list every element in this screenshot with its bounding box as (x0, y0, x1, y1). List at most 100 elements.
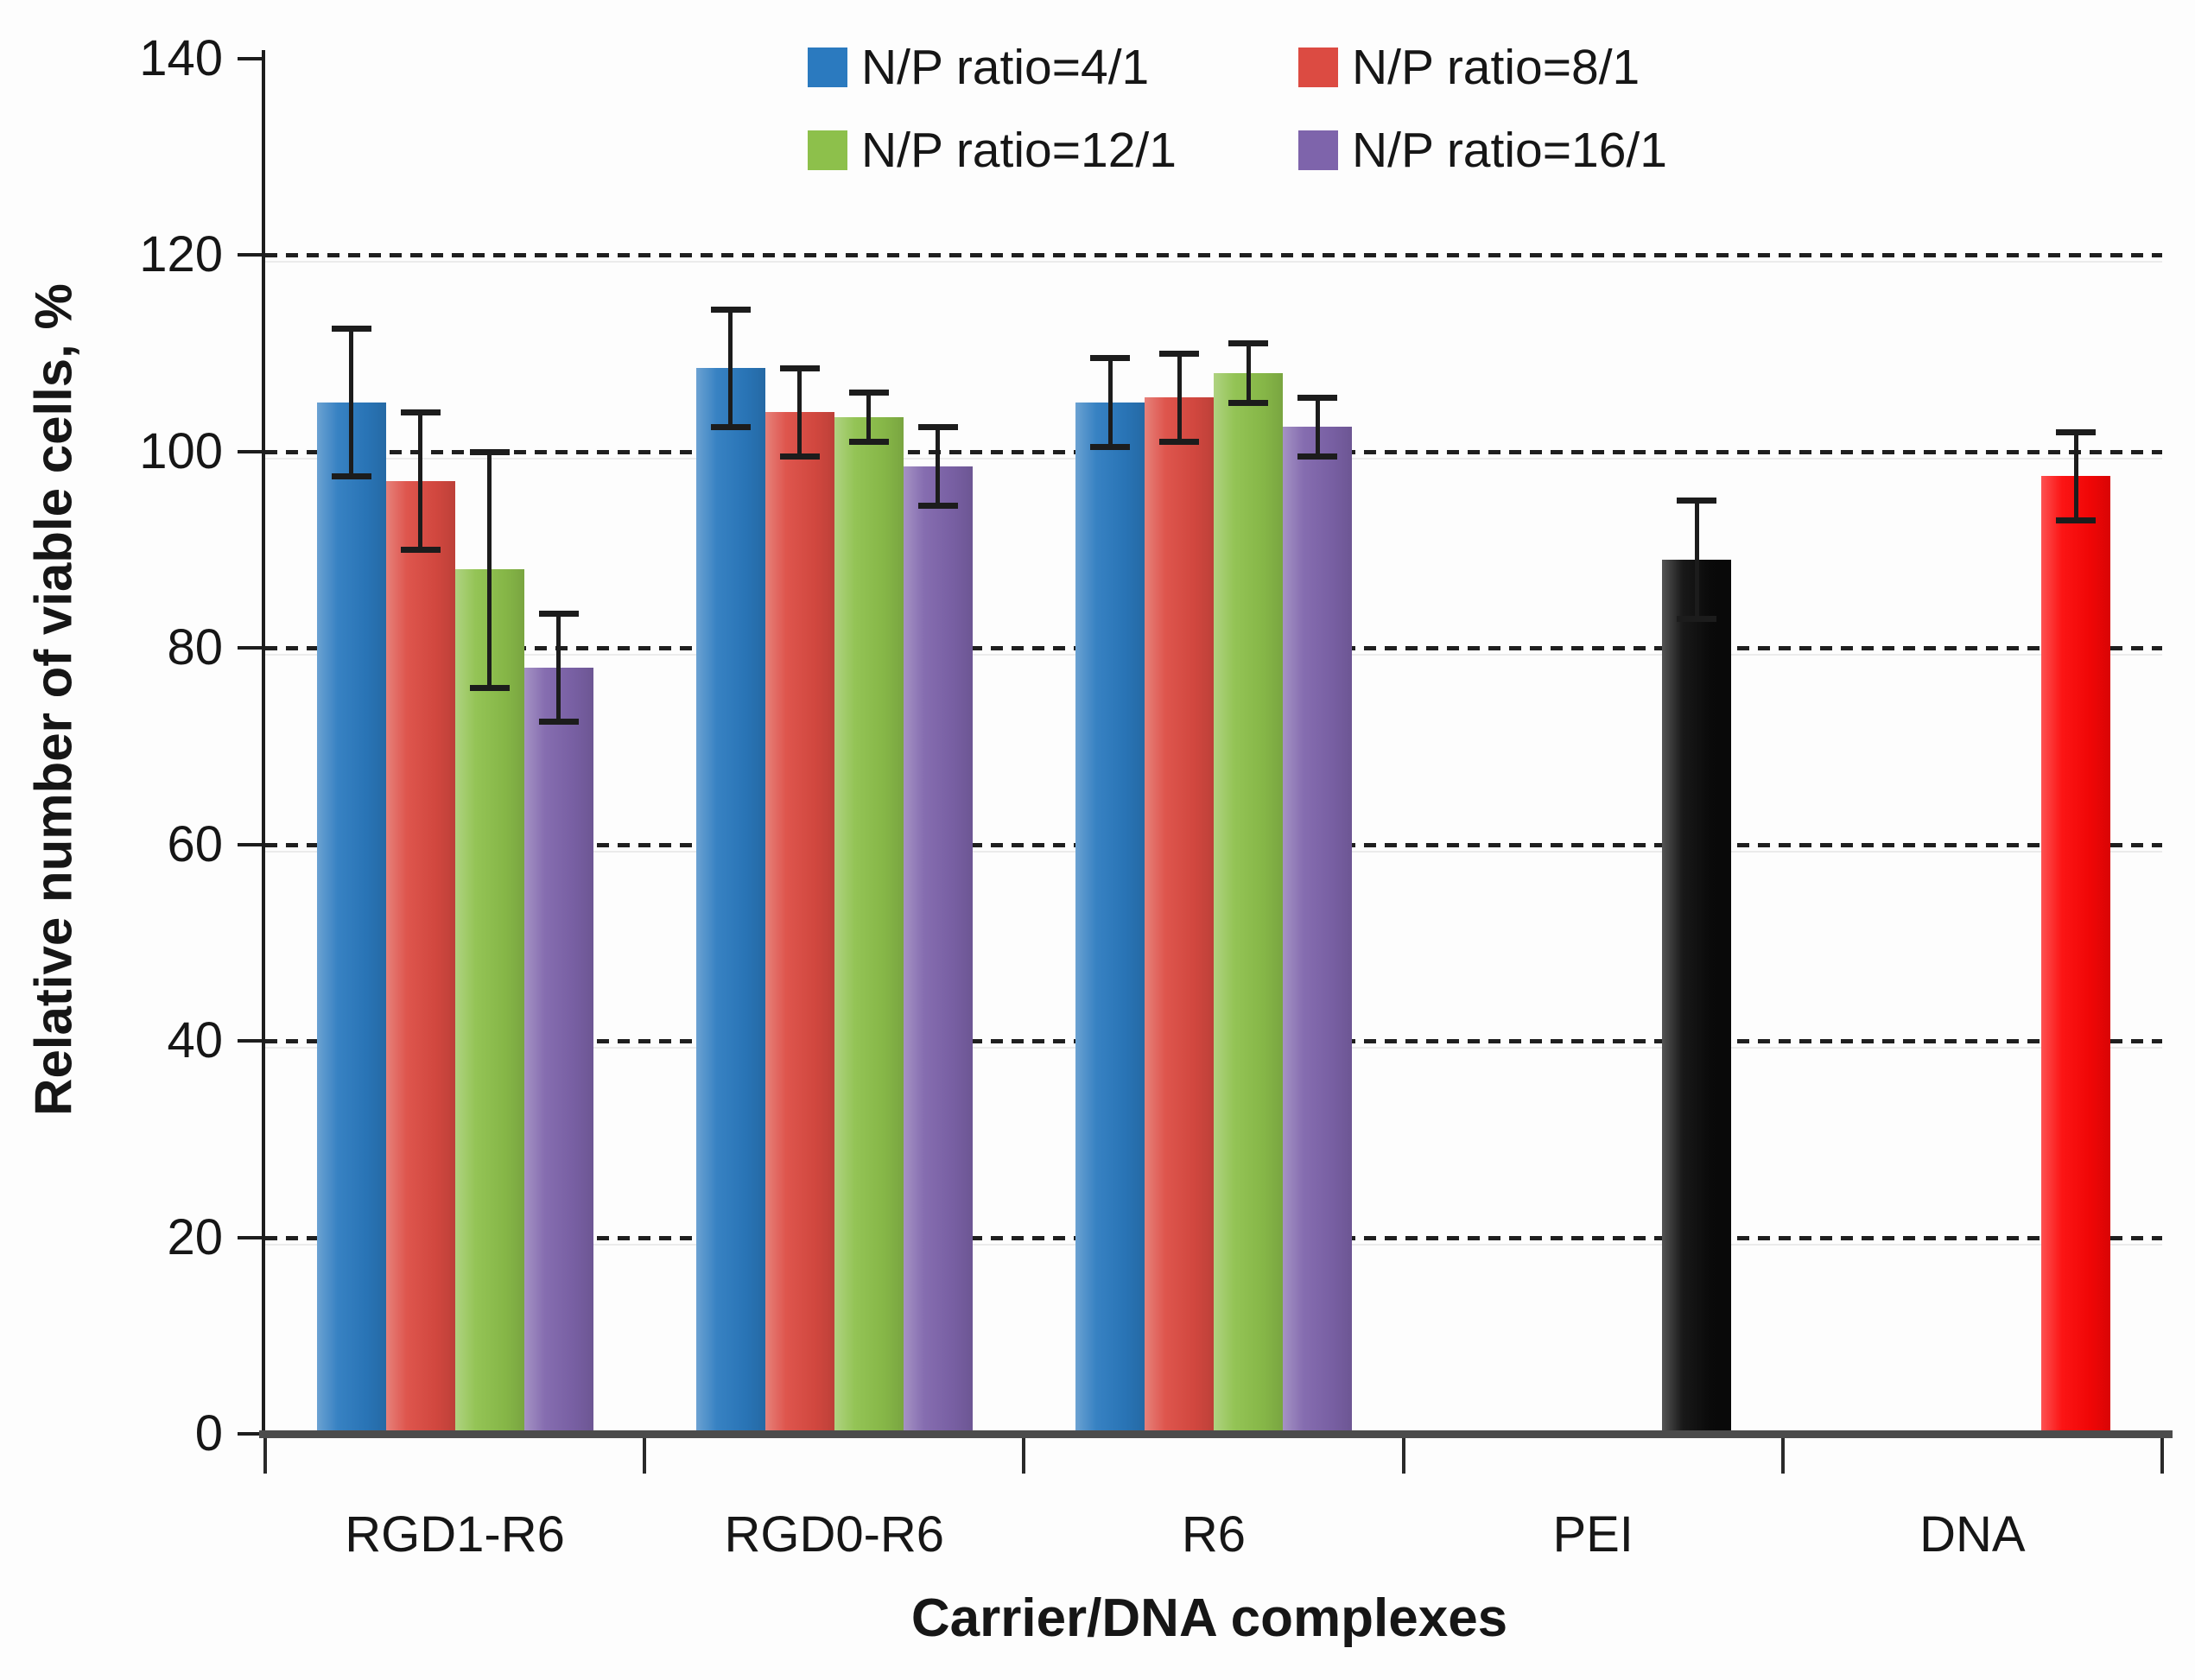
bar-RGD1-R6-N/P ratio=16/1 (523, 667, 593, 1436)
bar-R6-N/P ratio=16/1 (1283, 427, 1352, 1436)
bar-RGD0-R6-N/P ratio=8/1 (764, 412, 834, 1436)
error-bar-R6-N/P ratio=12/1 (1246, 343, 1251, 403)
error-bar-RGD1-R6-N/P ratio=12/1 (487, 451, 492, 688)
legend-swatch-2 (808, 130, 847, 170)
legend-label-3: N/P ratio=16/1 (1352, 123, 1667, 178)
category-label-R6: R6 (1181, 1506, 1247, 1563)
bar-RGD0-R6-N/P ratio=12/1 (834, 416, 904, 1436)
error-bar-cap-top-RGD1-R6-N/P ratio=8/1 (400, 409, 441, 415)
legend-label-0: N/P ratio=4/1 (861, 40, 1150, 95)
category-label-RGD0-R6: RGD0-R6 (724, 1506, 945, 1563)
legend-label-2: N/P ratio=12/1 (861, 123, 1177, 178)
error-bar-cap-bottom-RGD1-R6-N/P ratio=4/1 (331, 472, 371, 479)
legend-item-0: N/P ratio=4/1 (808, 41, 1149, 93)
error-bar-cap-bottom-RGD1-R6-N/P ratio=12/1 (469, 684, 510, 691)
legend-item-3: N/P ratio=16/1 (1298, 124, 1667, 176)
category-tick-1 (643, 1432, 647, 1474)
y-tick-label-60: 60 (167, 815, 223, 872)
error-bar-cap-bottom-RGD0-R6-N/P ratio=12/1 (848, 439, 889, 446)
error-bar-cap-top-RGD0-R6-N/P ratio=12/1 (848, 390, 889, 396)
error-bar-cap-bottom-R6-N/P ratio=12/1 (1228, 399, 1268, 406)
legend-swatch-1 (1298, 48, 1338, 87)
legend-swatch-3 (1298, 130, 1338, 170)
bar-R6-N/P ratio=4/1 (1075, 402, 1145, 1436)
gridline-120 (265, 253, 2162, 257)
error-bar-cap-bottom-R6-N/P ratio=8/1 (1159, 439, 1199, 446)
error-bar-cap-top-R6-N/P ratio=8/1 (1159, 350, 1199, 357)
x-axis-line (259, 1430, 2173, 1438)
error-bar-RGD0-R6-N/P ratio=8/1 (797, 367, 803, 457)
category-label-RGD1-R6: RGD1-R6 (345, 1506, 565, 1563)
y-axis-title: Relative number of viable cells, % (24, 283, 83, 1116)
bar-PEI-single (1662, 559, 1732, 1436)
category-tick-4 (1780, 1432, 1785, 1474)
error-bar-RGD1-R6-N/P ratio=16/1 (556, 613, 561, 722)
error-bar-RGD1-R6-N/P ratio=8/1 (418, 412, 423, 550)
error-bar-cap-top-PEI-single (1677, 498, 1717, 504)
error-bar-cap-top-RGD1-R6-N/P ratio=4/1 (331, 326, 371, 333)
y-tick-label-120: 120 (139, 226, 223, 282)
error-bar-PEI-single (1694, 500, 1699, 618)
error-bar-RGD1-R6-N/P ratio=4/1 (349, 328, 354, 476)
error-bar-cap-bottom-RGD0-R6-N/P ratio=16/1 (917, 503, 958, 510)
bar-RGD1-R6-N/P ratio=12/1 (454, 569, 524, 1436)
y-tick-label-140: 140 (139, 29, 223, 86)
bar-DNA-single (2041, 475, 2111, 1436)
y-axis-line (262, 50, 265, 1437)
error-bar-cap-top-RGD0-R6-N/P ratio=16/1 (917, 424, 958, 431)
legend-label-1: N/P ratio=8/1 (1352, 40, 1640, 95)
error-bar-cap-bottom-RGD1-R6-N/P ratio=16/1 (538, 719, 579, 726)
y-tick-0 (238, 1432, 265, 1436)
error-bar-R6-N/P ratio=4/1 (1107, 358, 1113, 447)
error-bar-cap-bottom-R6-N/P ratio=16/1 (1297, 453, 1337, 460)
error-bar-DNA-single (2073, 431, 2078, 521)
bar-RGD0-R6-N/P ratio=16/1 (903, 466, 973, 1436)
error-bar-RGD0-R6-N/P ratio=4/1 (728, 308, 733, 428)
x-axis-title: Carrier/DNA complexes (910, 1588, 1508, 1648)
error-bar-cap-top-R6-N/P ratio=12/1 (1228, 340, 1268, 347)
error-bar-cap-bottom-RGD0-R6-N/P ratio=4/1 (710, 424, 751, 431)
legend-swatch-0 (808, 48, 847, 87)
error-bar-R6-N/P ratio=16/1 (1315, 396, 1320, 457)
error-bar-cap-top-R6-N/P ratio=4/1 (1090, 355, 1130, 362)
y-tick-60 (238, 842, 265, 846)
y-tick-label-20: 20 (167, 1208, 223, 1265)
y-tick-40 (238, 1039, 265, 1043)
y-tick-label-0: 0 (194, 1405, 223, 1461)
y-tick-label-40: 40 (167, 1012, 223, 1068)
y-tick-140 (238, 56, 265, 60)
error-bar-cap-top-RGD0-R6-N/P ratio=4/1 (710, 306, 751, 313)
y-tick-20 (238, 1235, 265, 1239)
bar-R6-N/P ratio=8/1 (1145, 396, 1214, 1436)
error-bar-cap-bottom-R6-N/P ratio=4/1 (1090, 443, 1130, 450)
y-tick-120 (238, 253, 265, 257)
error-bar-cap-bottom-PEI-single (1677, 615, 1717, 622)
error-bar-cap-bottom-DNA-single (2056, 517, 2097, 524)
error-bar-cap-top-DNA-single (2056, 428, 2097, 435)
legend-item-2: N/P ratio=12/1 (808, 124, 1177, 176)
error-bar-RGD0-R6-N/P ratio=16/1 (936, 427, 941, 506)
y-tick-80 (238, 646, 265, 650)
error-bar-cap-top-R6-N/P ratio=16/1 (1297, 394, 1337, 401)
error-bar-R6-N/P ratio=8/1 (1177, 352, 1182, 442)
error-bar-cap-top-RGD1-R6-N/P ratio=16/1 (538, 611, 579, 618)
bar-RGD0-R6-N/P ratio=4/1 (695, 367, 765, 1436)
bar-RGD1-R6-N/P ratio=8/1 (385, 480, 455, 1436)
category-label-PEI: PEI (1552, 1506, 1634, 1563)
legend-item-1: N/P ratio=8/1 (1298, 41, 1640, 93)
error-bar-cap-top-RGD1-R6-N/P ratio=12/1 (469, 448, 510, 455)
category-tick-5 (2160, 1432, 2164, 1474)
y-tick-label-100: 100 (139, 422, 223, 479)
category-label-DNA: DNA (1919, 1506, 2026, 1563)
error-bar-cap-bottom-RGD1-R6-N/P ratio=8/1 (400, 547, 441, 554)
y-tick-100 (238, 449, 265, 453)
y-tick-label-80: 80 (167, 619, 223, 675)
bar-RGD1-R6-N/P ratio=4/1 (316, 402, 386, 1436)
error-bar-RGD0-R6-N/P ratio=12/1 (866, 392, 872, 442)
category-tick-2 (1022, 1432, 1026, 1474)
error-bar-cap-top-RGD0-R6-N/P ratio=8/1 (779, 365, 820, 371)
category-tick-3 (1401, 1432, 1405, 1474)
